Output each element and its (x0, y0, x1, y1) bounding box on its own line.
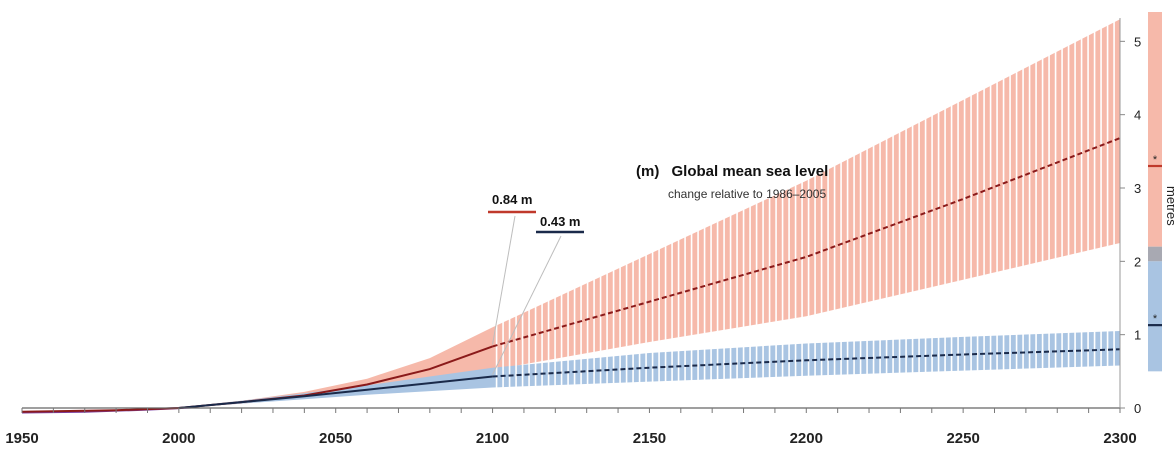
x-tick-label: 2200 (790, 430, 823, 447)
title-annotation: (m) Global mean sea level change relativ… (636, 163, 828, 201)
x-tick-labels: 1950 2000 2050 2100 2150 2200 2250 2300 (5, 430, 1136, 447)
x-axis: 1950 2000 2050 2100 2150 2200 2250 2300 (5, 407, 1137, 447)
low-scenario-band (178, 331, 1120, 408)
svg-text:(m) Global mean sea leve: (m) Global mean sea level (636, 163, 828, 180)
high-range-bar (1148, 12, 1162, 247)
callout-leader (492, 215, 516, 345)
median-star: * (1153, 313, 1158, 325)
x-tick-label: 2300 (1103, 430, 1136, 447)
y-tick-label: 2 (1134, 254, 1141, 269)
low-scenario-mean-line (178, 375, 493, 409)
x-tick-label: 1950 (5, 430, 38, 447)
callout-value: 0.43 m (540, 214, 580, 229)
callout-leader (492, 235, 562, 375)
side-range-bars: ** (1148, 12, 1162, 372)
high-scenario-mean-extension (492, 137, 1121, 348)
y-tick-label: 5 (1134, 34, 1141, 49)
low-range-bar (1148, 261, 1162, 372)
y-axis-label: metres (1164, 186, 1174, 226)
overlap-range-bar (1148, 246, 1162, 262)
chart-title: Global mean sea level (672, 163, 829, 180)
y-tick-labels: 0 1 2 3 4 5 (1120, 34, 1141, 416)
panel-label: (m) (636, 163, 659, 180)
y-axis: 0 1 2 3 4 5 (1119, 18, 1141, 416)
median-star: * (1153, 154, 1158, 166)
y-tick-label: 3 (1134, 181, 1141, 196)
chart-subtitle: change relative to 1986–2005 (668, 187, 826, 201)
x-tick-label: 2000 (162, 430, 195, 447)
y-tick-label: 4 (1134, 108, 1141, 123)
low-scenario-mean-extension (492, 348, 1121, 378)
uncertainty-bands (178, 19, 1120, 409)
x-tick-label: 2150 (633, 430, 666, 447)
callout-value: 0.84 m (492, 192, 532, 207)
y-tick-label: 1 (1134, 328, 1141, 343)
y-tick-label: 0 (1134, 401, 1141, 416)
x-tick-label: 2100 (476, 430, 509, 447)
x-minor-ticks (21, 408, 1121, 413)
x-tick-label: 2250 (946, 430, 979, 447)
band-hatching (495, 12, 1115, 406)
x-tick-label: 2050 (319, 430, 352, 447)
value-callouts: 0.84 m 0.43 m (488, 192, 584, 375)
